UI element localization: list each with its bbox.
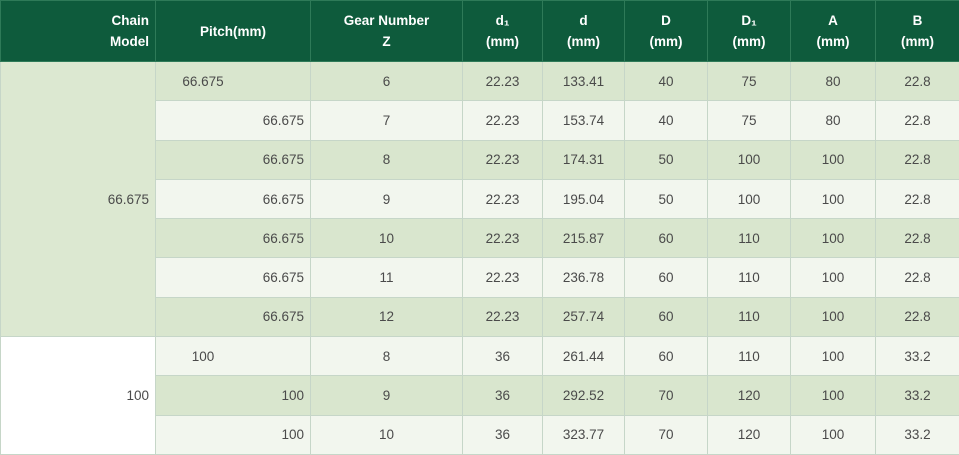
d1-cell: 22.23 — [463, 219, 543, 258]
b-cell: 22.8 — [876, 62, 959, 101]
pitch-cell: 100 — [156, 376, 311, 415]
big-d-cell: 40 — [625, 101, 708, 140]
b-cell: 33.2 — [876, 415, 959, 454]
header-a: A(mm) — [791, 1, 876, 62]
header-d1: d₁(mm) — [463, 1, 543, 62]
pitch-cell: 66.675 — [156, 101, 311, 140]
a-cell: 100 — [791, 415, 876, 454]
gear-number-cell: 8 — [311, 337, 463, 376]
big-d-cell: 60 — [625, 337, 708, 376]
pitch-cell: 100 — [156, 415, 311, 454]
a-cell: 80 — [791, 62, 876, 101]
big-d-cell: 50 — [625, 140, 708, 179]
table-row: 100 100 8 36 261.44 60 110 100 33.2 — [1, 337, 959, 376]
big-d-cell: 50 — [625, 179, 708, 218]
pitch-cell: 100 — [156, 337, 311, 376]
b-cell: 22.8 — [876, 101, 959, 140]
b-cell: 22.8 — [876, 140, 959, 179]
gear-number-cell: 9 — [311, 376, 463, 415]
big-d1-cell: 120 — [708, 415, 791, 454]
pitch-cell: 66.675 — [156, 297, 311, 336]
d-cell: 215.87 — [543, 219, 625, 258]
big-d1-cell: 110 — [708, 219, 791, 258]
d1-cell: 36 — [463, 376, 543, 415]
b-cell: 22.8 — [876, 179, 959, 218]
a-cell: 100 — [791, 219, 876, 258]
header-pitch: Pitch(mm) — [156, 1, 311, 62]
a-cell: 100 — [791, 337, 876, 376]
big-d-cell: 70 — [625, 415, 708, 454]
gear-number-cell: 11 — [311, 258, 463, 297]
d-cell: 236.78 — [543, 258, 625, 297]
d1-cell: 22.23 — [463, 62, 543, 101]
d1-cell: 22.23 — [463, 297, 543, 336]
gear-number-cell: 9 — [311, 179, 463, 218]
big-d-cell: 70 — [625, 376, 708, 415]
a-cell: 80 — [791, 101, 876, 140]
big-d-cell: 60 — [625, 258, 708, 297]
d-cell: 257.74 — [543, 297, 625, 336]
a-cell: 100 — [791, 179, 876, 218]
big-d1-cell: 75 — [708, 101, 791, 140]
b-cell: 22.8 — [876, 297, 959, 336]
d1-cell: 22.23 — [463, 140, 543, 179]
big-d1-cell: 110 — [708, 337, 791, 376]
header-b: B(mm) — [876, 1, 959, 62]
d1-cell: 22.23 — [463, 179, 543, 218]
b-cell: 22.8 — [876, 258, 959, 297]
d-cell: 195.04 — [543, 179, 625, 218]
d1-cell: 36 — [463, 415, 543, 454]
gear-number-cell: 6 — [311, 62, 463, 101]
big-d-cell: 60 — [625, 297, 708, 336]
big-d1-cell: 110 — [708, 258, 791, 297]
d-cell: 323.77 — [543, 415, 625, 454]
header-d: d(mm) — [543, 1, 625, 62]
big-d-cell: 40 — [625, 62, 708, 101]
table-row: 66.675 66.675 6 22.23 133.41 40 75 80 22… — [1, 62, 959, 101]
d-cell: 174.31 — [543, 140, 625, 179]
d-cell: 261.44 — [543, 337, 625, 376]
pitch-cell: 66.675 — [156, 219, 311, 258]
header-big-d: D(mm) — [625, 1, 708, 62]
gear-number-cell: 12 — [311, 297, 463, 336]
b-cell: 33.2 — [876, 337, 959, 376]
a-cell: 100 — [791, 258, 876, 297]
pitch-cell: 66.675 — [156, 62, 311, 101]
b-cell: 33.2 — [876, 376, 959, 415]
pitch-cell: 66.675 — [156, 140, 311, 179]
chain-model-cell: 66.675 — [1, 62, 156, 337]
big-d1-cell: 100 — [708, 179, 791, 218]
big-d1-cell: 110 — [708, 297, 791, 336]
big-d-cell: 60 — [625, 219, 708, 258]
b-cell: 22.8 — [876, 219, 959, 258]
big-d1-cell: 100 — [708, 140, 791, 179]
pitch-cell: 66.675 — [156, 258, 311, 297]
d1-cell: 22.23 — [463, 258, 543, 297]
gear-number-cell: 10 — [311, 415, 463, 454]
gear-number-cell: 10 — [311, 219, 463, 258]
d-cell: 292.52 — [543, 376, 625, 415]
gear-number-cell: 7 — [311, 101, 463, 140]
d1-cell: 22.23 — [463, 101, 543, 140]
pitch-cell: 66.675 — [156, 179, 311, 218]
d-cell: 133.41 — [543, 62, 625, 101]
d1-cell: 36 — [463, 337, 543, 376]
d-cell: 153.74 — [543, 101, 625, 140]
big-d1-cell: 75 — [708, 62, 791, 101]
header-big-d1: D₁(mm) — [708, 1, 791, 62]
chain-model-cell: 100 — [1, 337, 156, 455]
a-cell: 100 — [791, 376, 876, 415]
big-d1-cell: 120 — [708, 376, 791, 415]
gear-number-cell: 8 — [311, 140, 463, 179]
a-cell: 100 — [791, 140, 876, 179]
a-cell: 100 — [791, 297, 876, 336]
